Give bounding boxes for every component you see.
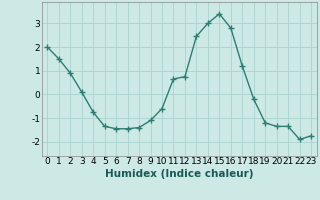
X-axis label: Humidex (Indice chaleur): Humidex (Indice chaleur) [105, 169, 253, 179]
